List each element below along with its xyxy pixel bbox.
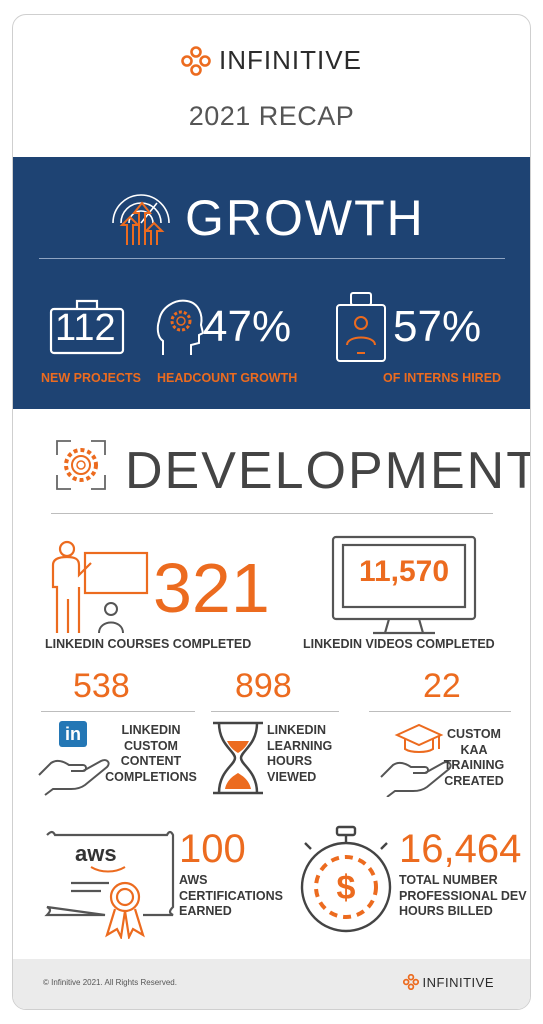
linkedin-badge: in [59, 721, 87, 747]
divider [51, 513, 493, 514]
kaa-training-value: 22 [423, 667, 461, 705]
development-title: DEVELOPMENT [125, 442, 531, 500]
gear-cycle-icon [56, 440, 106, 490]
infinitive-logo-icon [181, 45, 211, 76]
growth-arrows-icon [112, 194, 170, 245]
certificate-icon [44, 830, 175, 939]
aws-certifications-value: 100 [179, 827, 246, 871]
growth-section: GROWTH 112 NEW PROJECTS 47% HEADCOUNT GR… [13, 157, 530, 409]
copyright-text: © Infinitive 2021. All Rights Reserved. [43, 978, 177, 987]
page-title: 2021 RECAP [188, 101, 355, 131]
svg-text:$: $ [337, 869, 356, 907]
learning-hours-value: 898 [235, 667, 292, 705]
aws-certifications-label: AWS CERTIFICATIONS EARNED [179, 873, 283, 919]
footer: © Infinitive 2021. All Rights Reserved. … [13, 959, 530, 1009]
linkedin-courses-label: LINKEDIN COURSES COMPLETED [45, 637, 252, 651]
monitor-icon [331, 535, 477, 635]
headcount-growth-label: HEADCOUNT GROWTH [157, 371, 298, 385]
divider [39, 258, 505, 259]
headcount-growth-value: 47% [203, 302, 292, 351]
custom-completions-value: 538 [73, 667, 130, 705]
head-gear-icon [156, 299, 205, 355]
brand-header: INFINITIVE [13, 45, 530, 76]
presenter-icon [51, 540, 149, 634]
new-projects-value: 112 [55, 307, 116, 349]
footer-brand-name: INFINITIVE [422, 974, 494, 990]
interns-hired-label: OF INTERNS HIRED [383, 371, 502, 385]
new-projects-label: NEW PROJECTS [41, 371, 142, 385]
id-badge-icon [336, 292, 386, 362]
stopwatch-dollar-icon: $ [300, 825, 392, 933]
dev-hours-value: 16,464 [399, 827, 522, 871]
aws-logo: aws [75, 841, 117, 866]
linkedin-badge-text: in [65, 724, 81, 744]
linkedin-videos-label: LINKEDIN VIDEOS COMPLETED [303, 637, 495, 651]
brand-name: INFINITIVE [219, 45, 362, 75]
graduation-cap-hand-icon [380, 723, 452, 797]
hand-icon [38, 759, 110, 796]
divider [211, 711, 339, 712]
divider [369, 711, 511, 712]
footer-brand: INFINITIVE [402, 974, 494, 990]
divider [41, 711, 195, 712]
linkedin-videos-value: 11,570 [358, 555, 450, 588]
linkedin-courses-value: 321 [153, 549, 270, 627]
learning-hours-label: LINKEDIN LEARNING HOURS VIEWED [267, 723, 333, 784]
dev-hours-label: TOTAL NUMBER PROFESSIONAL DEV HOURS BILL… [399, 873, 527, 919]
custom-completions-label: LINKEDIN CUSTOM CONTENT COMPLETIONS [105, 723, 197, 784]
infographic-card: INFINITIVE 2021 RECAP GROWTH [12, 14, 531, 1010]
growth-title: GROWTH [185, 190, 425, 246]
briefcase-icon [49, 299, 125, 355]
interns-hired-value: 57% [393, 302, 482, 351]
hourglass-icon [213, 721, 263, 795]
infinitive-logo-icon [402, 974, 419, 990]
kaa-training-label: CUSTOM KAA TRAINING CREATED [443, 727, 505, 788]
